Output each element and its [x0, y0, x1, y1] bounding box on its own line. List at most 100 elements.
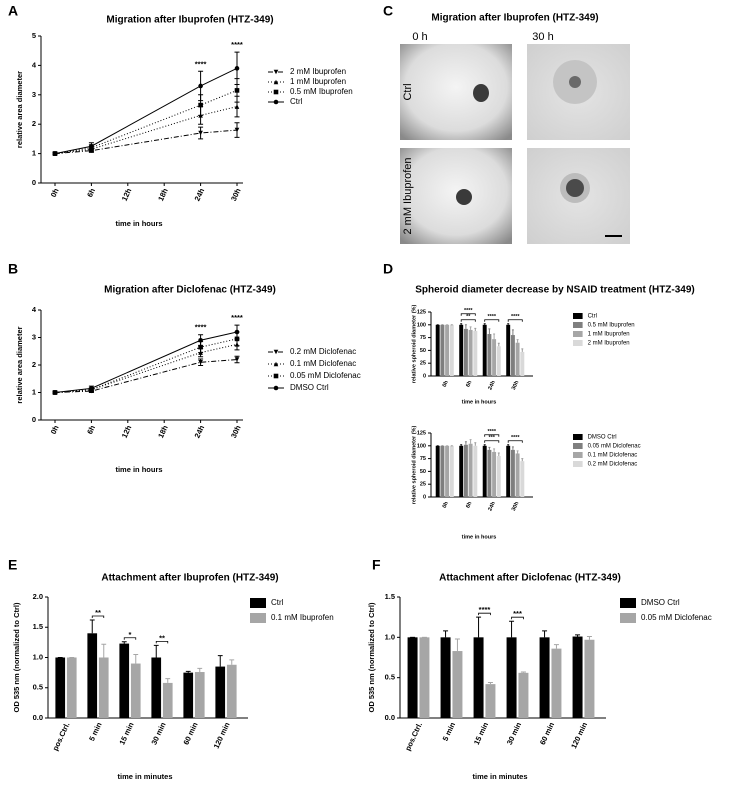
bar — [459, 324, 464, 376]
error-bar — [476, 616, 482, 638]
legend-swatch — [573, 434, 583, 440]
error-bar — [483, 444, 486, 446]
bar — [445, 324, 450, 376]
row-label: Ctrl — [402, 83, 414, 100]
error-bar — [443, 630, 449, 638]
legend-swatch — [573, 340, 583, 346]
marker — [273, 373, 279, 379]
bar — [539, 637, 550, 718]
legend-label: Ctrl — [271, 598, 284, 607]
series-line — [54, 338, 238, 393]
significance-bracket — [460, 313, 476, 316]
legend-swatch — [573, 331, 583, 337]
legend-swatch — [573, 443, 583, 449]
image-ibu-0h — [400, 148, 512, 244]
legend-label: 1 mM Ibuprofen — [290, 77, 346, 86]
series-line — [54, 343, 238, 393]
marker — [273, 361, 279, 367]
y-tick-label: 1 — [32, 149, 36, 158]
x-tick-label: 30h — [229, 424, 243, 440]
bar — [473, 330, 478, 376]
y-axis-label: OD 535 nm (normalized to Ctrl) — [12, 602, 21, 713]
y-tick-label: 1 — [32, 387, 36, 396]
x-tick-label: 0h — [442, 500, 450, 509]
marker — [234, 104, 240, 109]
legend-swatch — [573, 461, 583, 467]
spheroid — [566, 179, 584, 197]
error-bar — [497, 452, 500, 457]
x-axis-label: time in hours — [115, 219, 162, 228]
x-tick-label: 6h — [465, 379, 473, 388]
legend-label: 0.05 mM Diclofenac — [641, 613, 712, 622]
marker — [89, 143, 94, 149]
y-axis-label: relative area diameter — [15, 71, 24, 148]
error-bar — [217, 655, 223, 667]
legend-swatch — [250, 598, 266, 608]
y-tick-label: 0 — [423, 373, 426, 379]
bar — [496, 456, 501, 497]
x-tick-label: 0h — [49, 424, 61, 436]
legend-label: 0.1 mM Ibuprofen — [271, 613, 334, 622]
y-tick-label: 0.0 — [33, 713, 43, 722]
y-tick-label: 100 — [417, 443, 426, 449]
series-line — [54, 359, 238, 393]
error-bar — [507, 323, 510, 325]
legend-label: 0.5 mM Ibuprofen — [588, 323, 635, 329]
error-bar — [516, 339, 519, 343]
error-bar — [133, 653, 139, 664]
significance: * — [129, 630, 132, 639]
y-tick-label: 50 — [420, 348, 426, 354]
legend-label: Ctrl — [588, 314, 597, 320]
bar — [473, 637, 484, 718]
error-bar — [474, 442, 477, 446]
x-tick-label: 18h — [156, 424, 170, 440]
series-line — [54, 67, 238, 155]
x-axis-label: time in minutes — [117, 772, 172, 781]
legend-swatch — [250, 613, 266, 623]
x-tick-label: pos.Ctrl. — [403, 721, 424, 752]
bar — [435, 324, 440, 376]
x-tick-label: 60 min — [538, 721, 556, 747]
error-bar — [460, 444, 463, 446]
bar — [482, 324, 487, 376]
column-label: 0 h — [412, 31, 427, 43]
bar — [506, 445, 511, 497]
bar — [130, 663, 141, 718]
y-tick-label: 1.5 — [33, 622, 43, 631]
legend-label: 2 mM Ibuprofen — [588, 341, 630, 347]
bar — [468, 329, 473, 376]
chart-title: Spheroid diameter decrease by NSAID trea… — [415, 285, 695, 296]
legend-label: 0.05 mM Diclofenac — [290, 371, 361, 380]
error-bar — [464, 441, 467, 445]
error-bar — [575, 634, 581, 637]
marker — [198, 359, 203, 365]
significance: **** — [231, 40, 243, 49]
legend-label: DMSO Ctrl — [588, 435, 617, 441]
error-bar — [469, 326, 472, 330]
significance: **** — [487, 429, 496, 435]
significance-bracket — [484, 434, 500, 437]
error-bar — [516, 450, 519, 454]
bar — [520, 351, 525, 376]
significance: **** — [511, 435, 520, 441]
legend-label: 0.05 mM Diclofenac — [588, 444, 641, 450]
error-bar — [493, 333, 496, 340]
y-axis-label: relative spheroid diameter (%) — [411, 426, 417, 505]
legend-swatch — [620, 613, 636, 623]
bar — [98, 657, 109, 718]
significance-bracket — [460, 319, 476, 322]
y-tick-label: 3 — [32, 90, 36, 99]
x-tick-label: 24h — [193, 424, 207, 440]
error-bar — [521, 348, 524, 352]
x-axis-label: time in hours — [462, 534, 497, 540]
bar — [492, 451, 497, 497]
x-tick-label: 30h — [511, 379, 521, 391]
significance: **** — [195, 323, 207, 332]
chart-title: Attachment after Ibuprofen (HTZ-349) — [101, 573, 278, 584]
bar — [515, 342, 520, 376]
x-tick-label: 5 min — [87, 721, 104, 743]
panel-label: E — [8, 557, 17, 573]
legend-label: 0.1 mM Diclofenac — [290, 359, 356, 368]
error-bar — [511, 446, 514, 450]
bar — [487, 449, 492, 497]
